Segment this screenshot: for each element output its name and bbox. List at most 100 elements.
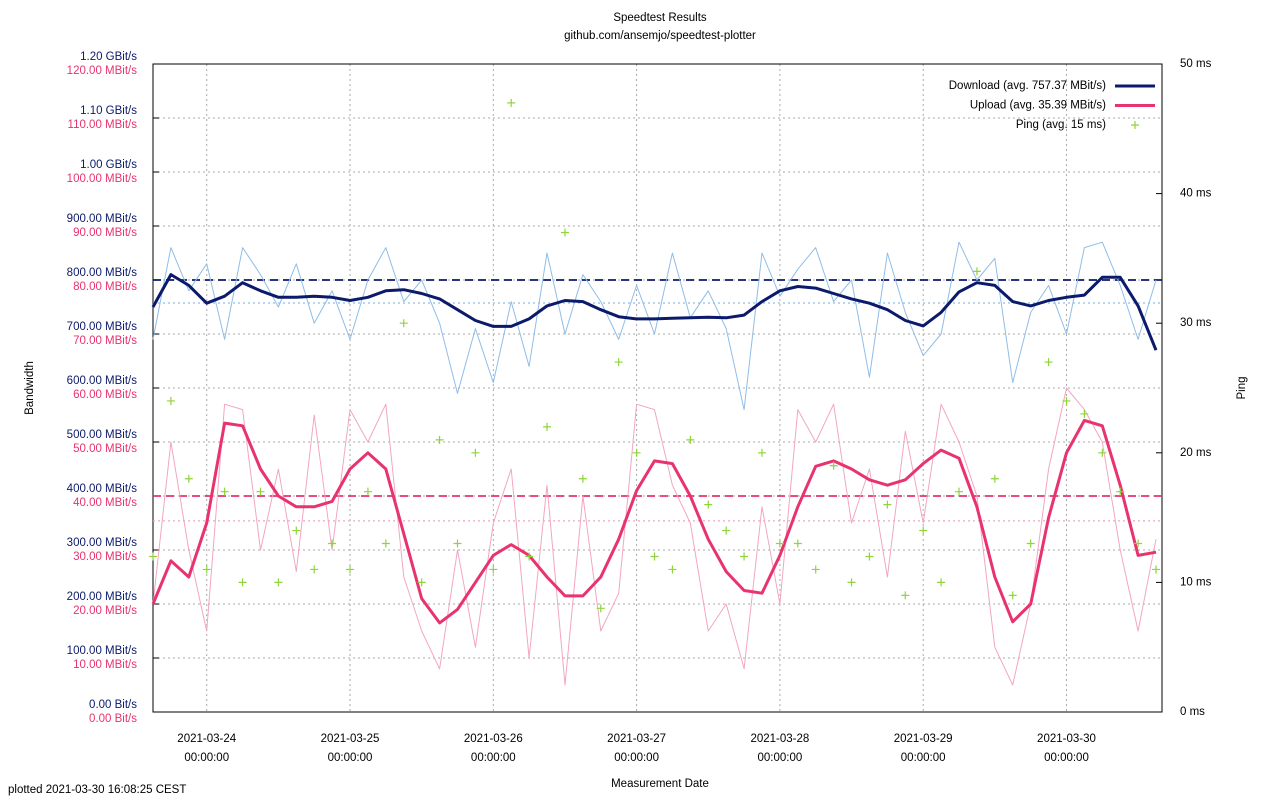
ping-point: [757, 448, 766, 457]
ping-point: [256, 487, 265, 496]
y2-tick-label: 30 ms: [1180, 317, 1212, 329]
x-tick-label: 2021-03-24 00:00:00: [177, 733, 237, 764]
y-tick-label: 800.00 MBit/s: [67, 267, 138, 279]
x-axis-label: Measurement Date: [611, 778, 709, 790]
ping-point: [614, 358, 623, 367]
y-tick-label: 200.00 MBit/s: [67, 591, 138, 603]
ping-point: [972, 267, 981, 276]
ping-point: [632, 448, 641, 457]
ping-point: [1116, 487, 1125, 496]
y3-tick-label: 60.00 MBit/s: [73, 389, 137, 401]
legend-label: Download (avg. 757.37 MBit/s): [949, 80, 1106, 92]
chart-subtitle: github.com/ansemjo/speedtest-plotter: [564, 30, 756, 42]
y-tick-label: 0.00 Bit/s: [89, 699, 137, 711]
ping-point: [435, 435, 444, 444]
ping-point: [1008, 591, 1017, 600]
ping-point: [346, 565, 355, 574]
ping-point: [704, 500, 713, 509]
ping-point: [543, 422, 552, 431]
x-tick-label: 2021-03-28 00:00:00: [750, 733, 810, 764]
y-tick-label: 900.00 MBit/s: [67, 213, 138, 225]
y3-tick-label: 50.00 MBit/s: [73, 443, 137, 455]
y3-tick-label: 30.00 MBit/s: [73, 551, 137, 563]
ping-point: [1044, 358, 1053, 367]
y3-tick-label: 40.00 MBit/s: [73, 497, 137, 509]
ping-point: [489, 565, 498, 574]
y-tick-label: 400.00 MBit/s: [67, 483, 138, 495]
ping-point: [1026, 539, 1035, 548]
smooth-line: [151, 418, 1157, 625]
smooth-line: [151, 273, 1158, 351]
ping-point: [1098, 448, 1107, 457]
y2-axis-label: Ping: [1236, 376, 1248, 399]
ping-point: [596, 604, 605, 613]
y3-tick-label: 120.00 MBit/s: [67, 65, 138, 77]
x-tick-label: 2021-03-26 00:00:00: [463, 733, 523, 764]
ping-point: [990, 474, 999, 483]
y2-tick-label: 0 ms: [1180, 706, 1205, 718]
ping-point: [793, 539, 802, 548]
x-tick-label: 2021-03-27 00:00:00: [607, 733, 666, 764]
y3-tick-label: 10.00 MBit/s: [73, 659, 137, 671]
y2-tick-label: 10 ms: [1180, 576, 1212, 588]
ping-point: [292, 526, 301, 535]
ping-point: [166, 396, 175, 405]
ping-point: [650, 552, 659, 561]
y-tick-label: 700.00 MBit/s: [67, 321, 138, 333]
ping-point: [865, 552, 874, 561]
y-tick-label: 1.00 GBit/s: [80, 159, 137, 171]
y3-tick-label: 90.00 MBit/s: [73, 227, 137, 239]
ping-point: [417, 578, 426, 587]
x-tick-label: 2021-03-29 00:00:00: [893, 733, 953, 764]
ping-point: [184, 474, 193, 483]
y-tick-label: 600.00 MBit/s: [67, 375, 138, 387]
ping-point: [328, 539, 337, 548]
legend-label: Ping (avg. 15 ms): [1016, 119, 1106, 131]
y-axis-label: Bandwidth: [24, 361, 36, 415]
raw-line: [152, 387, 1157, 686]
x-tick-label: 2021-03-30 00:00:00: [1037, 733, 1096, 764]
footer: plotted 2021-03-30 16:08:25 CEST: [8, 784, 186, 796]
ping-point: [381, 539, 390, 548]
x-tick-label: 2021-03-25 00:00:00: [320, 733, 380, 764]
ping-point: [919, 526, 928, 535]
ping-point: [829, 461, 838, 470]
ping-point: [775, 539, 784, 548]
ping-point: [578, 474, 587, 483]
ping-point: [811, 565, 820, 574]
ping-point: [937, 578, 946, 587]
ping-point: [149, 552, 157, 561]
ping-point: [220, 487, 229, 496]
ping-point: [399, 319, 408, 328]
ping-point: [507, 98, 516, 107]
y2-tick-label: 20 ms: [1180, 447, 1212, 459]
y3-tick-label: 0.00 Bit/s: [89, 713, 137, 725]
y-tick-label: 500.00 MBit/s: [67, 429, 138, 441]
ping-point: [453, 539, 462, 548]
ping-point: [901, 591, 910, 600]
y3-tick-label: 110.00 MBit/s: [68, 119, 138, 131]
ping-point: [202, 565, 211, 574]
y-tick-label: 100.00 MBit/s: [67, 645, 138, 657]
legend-swatch: [1131, 121, 1139, 129]
y3-tick-label: 80.00 MBit/s: [73, 281, 137, 293]
y-tick-label: 1.10 GBit/s: [80, 105, 137, 117]
plot-border: [152, 63, 1163, 713]
ping-point: [363, 487, 372, 496]
ping-point: [668, 565, 677, 574]
ping-point: [722, 526, 731, 535]
y-tick-label: 300.00 MBit/s: [67, 537, 138, 549]
ping-point: [1062, 396, 1071, 405]
ping-point: [1134, 539, 1143, 548]
y3-tick-label: 70.00 MBit/s: [73, 335, 137, 347]
ping-point: [525, 552, 534, 561]
ping-point: [560, 228, 569, 237]
y3-tick-label: 20.00 MBit/s: [73, 605, 137, 617]
y-tick-label: 1.20 GBit/s: [80, 51, 137, 63]
ping-point: [471, 448, 480, 457]
y2-tick-label: 40 ms: [1180, 188, 1212, 200]
ping-point: [310, 565, 319, 574]
ping-point: [686, 435, 695, 444]
